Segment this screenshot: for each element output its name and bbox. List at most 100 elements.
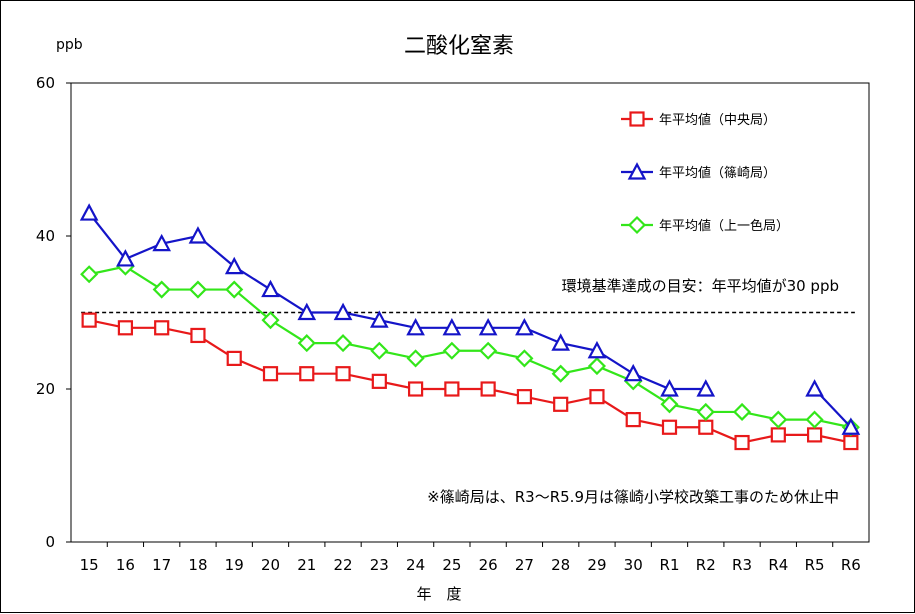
legend-item: 年平均値（上一色局） xyxy=(621,215,789,235)
legend-label: 年平均値（上一色局） xyxy=(659,218,789,234)
data-point-triangle xyxy=(297,302,317,321)
data-point-square xyxy=(661,419,678,435)
data-point-triangle xyxy=(369,310,389,328)
data-point-triangle xyxy=(79,203,99,221)
data-point-square xyxy=(629,111,645,127)
data-point-square xyxy=(480,381,496,397)
x-tick-label: 25 xyxy=(442,556,461,574)
legend-label: 年平均値（中央局） xyxy=(659,112,776,128)
data-point-square xyxy=(226,350,242,366)
y-tick-label: 40 xyxy=(36,227,55,245)
data-point-diamond xyxy=(188,280,208,299)
x-tick-label: 27 xyxy=(515,556,534,574)
x-tick-label: R3 xyxy=(732,556,752,574)
data-point-diamond xyxy=(769,410,788,429)
data-point-triangle xyxy=(406,317,425,336)
x-tick-label: 23 xyxy=(370,556,389,574)
x-axis-label: 年 度 xyxy=(416,585,461,603)
data-point-triangle xyxy=(261,279,280,298)
chart-title: 二酸化窒素 xyxy=(404,34,514,59)
data-point-triangle xyxy=(224,256,244,275)
data-point-square xyxy=(770,427,786,443)
x-tick-label: R5 xyxy=(805,556,825,574)
data-point-triangle xyxy=(152,233,172,252)
data-point-square xyxy=(81,312,97,328)
data-point-triangle xyxy=(805,379,824,397)
x-tick-label: 24 xyxy=(406,556,425,574)
x-tick-label: 19 xyxy=(225,556,244,574)
data-point-diamond xyxy=(370,341,389,360)
x-tick-label: 22 xyxy=(333,556,352,574)
data-point-square xyxy=(589,389,605,405)
data-point-triangle xyxy=(623,363,643,382)
series-line xyxy=(88,212,706,391)
data-point-diamond xyxy=(805,410,824,429)
data-point-diamond xyxy=(587,356,607,376)
data-point-triangle xyxy=(627,162,647,180)
data-point-square xyxy=(335,366,351,382)
data-point-square xyxy=(806,427,823,443)
data-point-triangle xyxy=(333,302,353,321)
data-point-triangle xyxy=(841,417,861,435)
data-point-square xyxy=(843,434,859,451)
x-tick-label: 21 xyxy=(297,556,316,574)
data-point-triangle xyxy=(696,379,716,397)
data-point-diamond xyxy=(515,349,534,368)
y-tick-label: 60 xyxy=(36,74,55,92)
x-tick-label: 30 xyxy=(624,556,643,574)
data-point-square xyxy=(625,412,641,428)
data-point-square xyxy=(299,366,315,382)
x-tick-label: 26 xyxy=(479,556,498,574)
data-point-diamond xyxy=(406,349,425,368)
series-triangle xyxy=(79,203,861,435)
data-point-square xyxy=(262,366,279,382)
data-point-diamond xyxy=(152,280,171,299)
data-point-diamond xyxy=(225,280,244,299)
y-tick-label: 0 xyxy=(45,533,55,551)
data-point-triangle xyxy=(551,333,571,351)
data-point-diamond xyxy=(551,364,570,383)
data-point-triangle xyxy=(515,317,534,336)
x-tick-label: 28 xyxy=(551,556,570,574)
x-tick-label: 17 xyxy=(152,556,171,574)
legend-item: 年平均値（中央局） xyxy=(621,111,776,128)
data-point-triangle xyxy=(116,249,135,267)
data-point-diamond xyxy=(732,402,752,422)
data-point-triangle xyxy=(478,317,498,336)
data-point-triangle xyxy=(587,340,607,359)
x-tick-label: 29 xyxy=(587,556,606,574)
data-point-diamond xyxy=(479,341,498,360)
data-point-diamond xyxy=(660,395,679,414)
data-point-square xyxy=(117,320,134,336)
x-tick-label: 16 xyxy=(116,556,135,574)
data-point-triangle xyxy=(188,226,208,244)
legend-item: 年平均値（篠崎局） xyxy=(621,162,776,181)
data-point-diamond xyxy=(696,402,715,422)
x-tick-label: 18 xyxy=(188,556,207,574)
series-line xyxy=(88,319,852,444)
data-point-square xyxy=(734,434,750,451)
series-line xyxy=(88,265,852,429)
x-tick-label: 15 xyxy=(80,556,99,574)
data-point-square xyxy=(190,327,206,344)
data-point-triangle xyxy=(442,317,462,336)
legend-label: 年平均値（篠崎局） xyxy=(659,165,776,181)
data-point-diamond xyxy=(80,265,99,284)
y-tick-label: 20 xyxy=(36,380,55,398)
data-point-diamond xyxy=(297,334,316,353)
data-point-square xyxy=(154,320,170,336)
x-tick-label: R6 xyxy=(841,556,861,574)
data-point-diamond xyxy=(442,341,461,360)
data-point-square xyxy=(516,389,533,405)
data-point-square xyxy=(553,396,569,412)
data-point-square xyxy=(407,381,424,397)
x-tick-label: R2 xyxy=(696,556,716,574)
data-point-diamond xyxy=(261,311,280,330)
data-point-diamond xyxy=(627,215,647,235)
data-point-square xyxy=(698,419,714,435)
x-tick-label: R1 xyxy=(660,556,680,574)
y-axis-unit-label: ppb xyxy=(56,37,83,53)
data-point-diamond xyxy=(333,334,353,353)
